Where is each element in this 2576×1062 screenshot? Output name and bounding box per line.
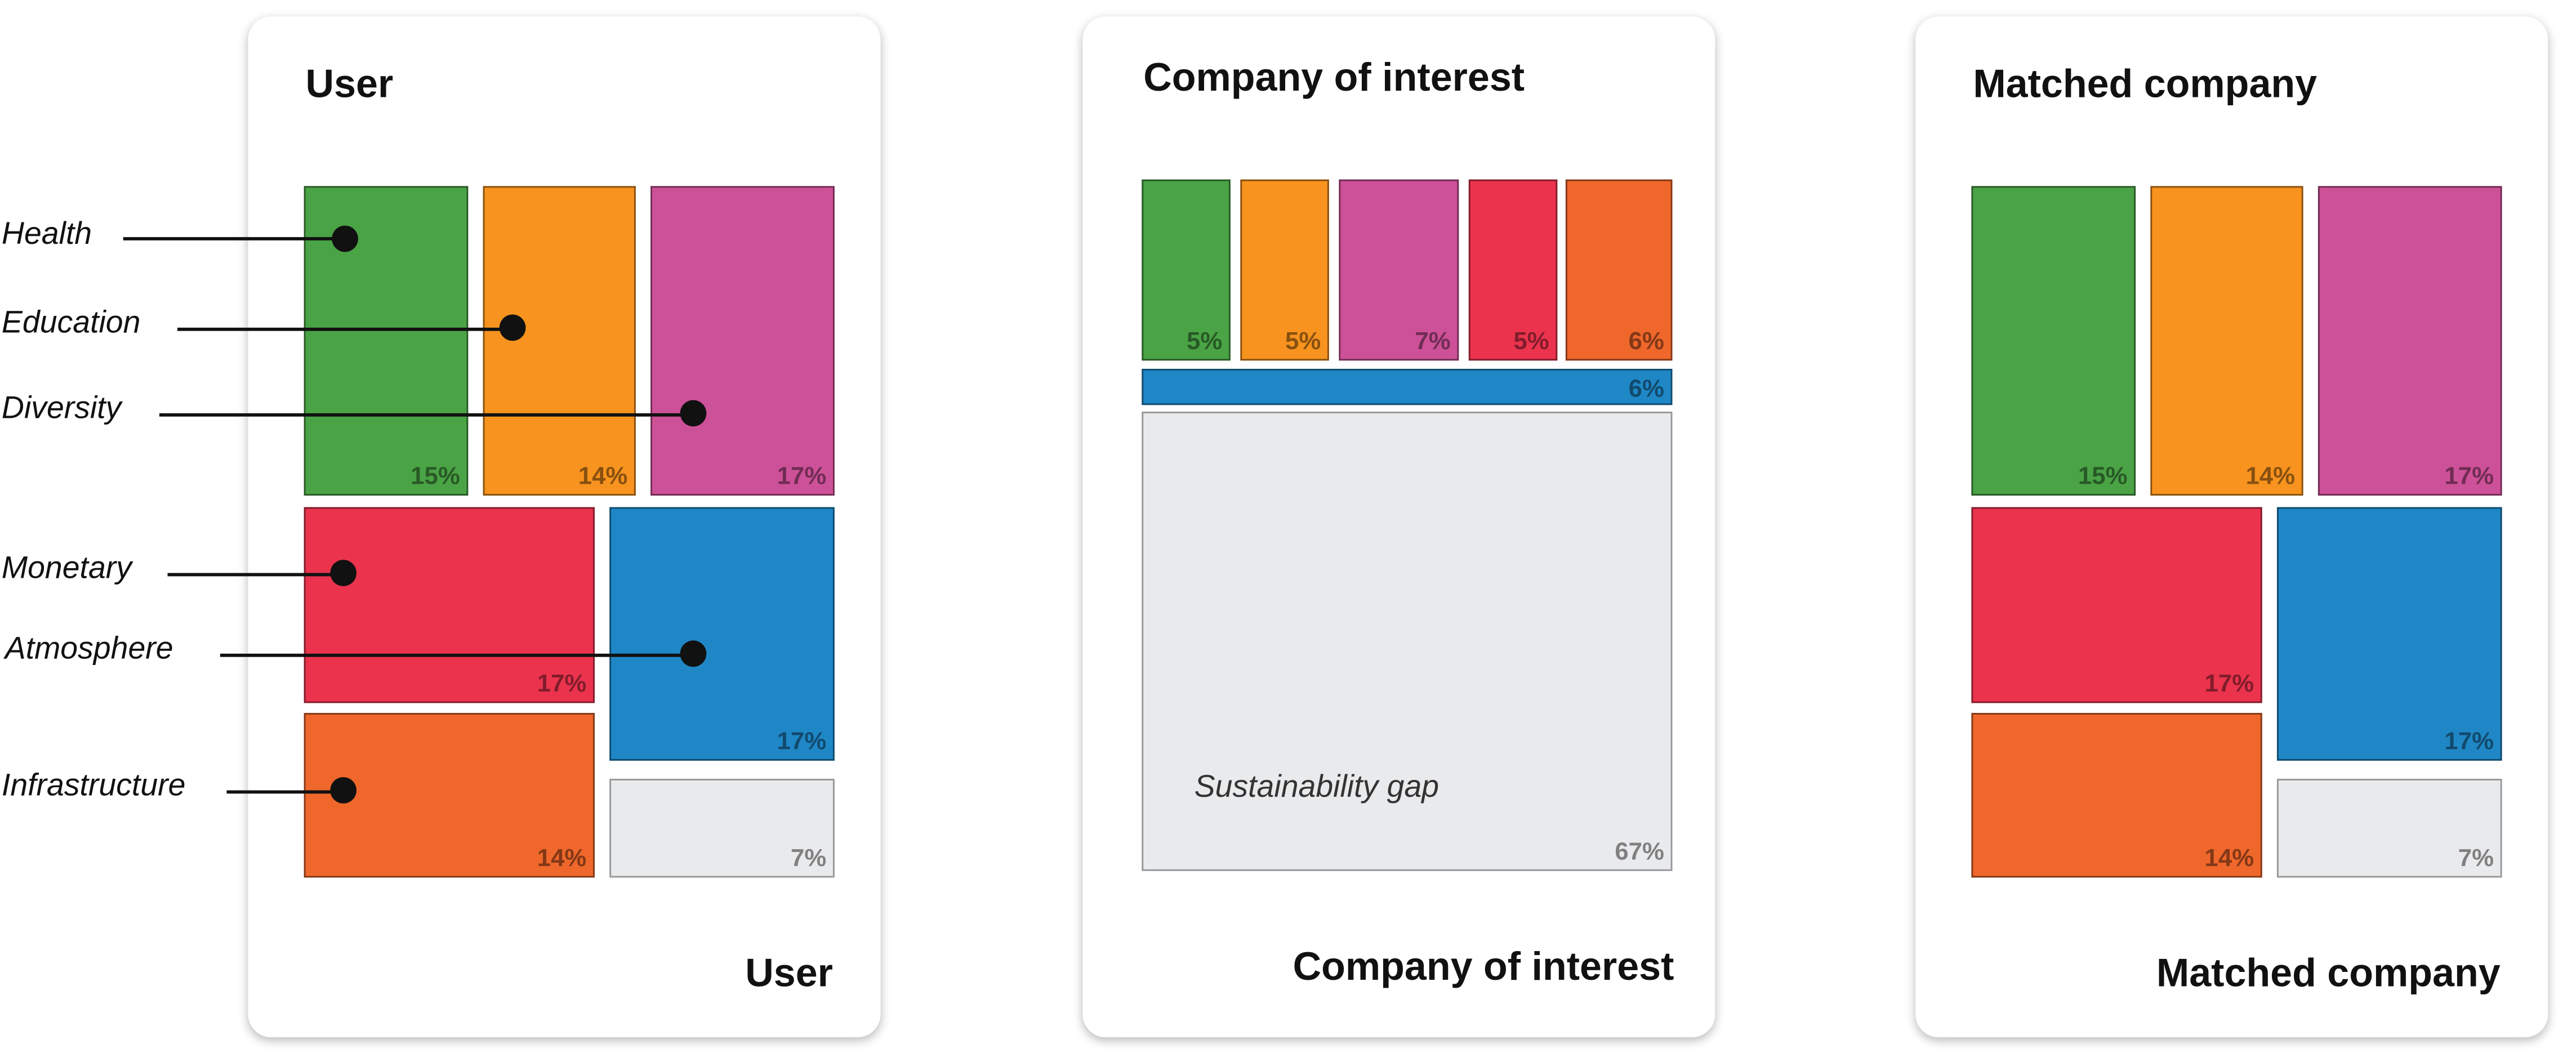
tile-percent: 7%: [2458, 845, 2494, 873]
tile-percent: 15%: [2078, 462, 2128, 491]
company-tile-diversity: 7%: [1339, 179, 1459, 361]
tile-percent: 17%: [2444, 462, 2494, 491]
user-card-title: User: [305, 63, 394, 108]
legend-atmosphere-label: Atmosphere: [5, 632, 173, 667]
legend-infrastructure-label: Infrastructure: [1, 769, 186, 804]
legend-monetary-dot: [330, 560, 356, 586]
legend-atmosphere-line: [220, 653, 693, 657]
user-tile-infrastructure: 14%: [304, 713, 595, 878]
tile-percent: 5%: [1285, 327, 1321, 356]
legend-atmosphere-dot: [680, 640, 707, 667]
matched-tile-diversity: 17%: [2317, 186, 2502, 496]
user-tile-diversity: 17%: [650, 186, 835, 496]
legend-monetary-line: [167, 573, 344, 577]
tile-percent: 6%: [1628, 327, 1664, 356]
user-tile-gap: 7%: [609, 779, 835, 878]
user-card-footer: User: [745, 952, 833, 997]
matched-tile-infrastructure: 14%: [1971, 713, 2262, 878]
tile-percent: 67%: [1615, 838, 1664, 867]
tile-percent: 17%: [537, 670, 587, 698]
tile-percent: 14%: [578, 462, 628, 491]
company-tile-health: 5%: [1142, 179, 1231, 361]
company-card-footer: Company of interest: [1293, 945, 1674, 990]
matched-tile-health: 15%: [1971, 186, 2136, 496]
matched-card-title: Matched company: [1973, 63, 2317, 108]
company-tile-atmosphere: 6%: [1142, 368, 1673, 405]
user-tile-health: 15%: [304, 186, 469, 496]
legend-health-label: Health: [1, 217, 92, 252]
legend-infrastructure-dot: [330, 777, 356, 804]
sustainability-gap-label: Sustainability gap: [1194, 770, 1439, 805]
legend-education-label: Education: [1, 306, 141, 341]
tile-percent: 17%: [777, 728, 827, 756]
company-card-title: Company of interest: [1143, 56, 1525, 101]
user-tile-monetary: 17%: [304, 507, 595, 703]
company-tile-gap: 67%: [1142, 412, 1673, 871]
tile-percent: 14%: [2204, 845, 2254, 873]
tile-percent: 5%: [1186, 327, 1223, 356]
company-tile-infrastructure: 6%: [1565, 179, 1673, 361]
matched-tile-gap: 7%: [2276, 779, 2502, 878]
tile-percent: 17%: [2204, 670, 2254, 698]
legend-health-line: [123, 237, 342, 240]
legend-diversity-line: [159, 413, 693, 417]
legend-health-dot: [332, 225, 358, 252]
tile-percent: 14%: [537, 845, 587, 873]
legend-education-line: [177, 327, 513, 331]
legend-monetary-label: Monetary: [1, 551, 132, 586]
company-tile-monetary: 5%: [1468, 179, 1558, 361]
matched-tile-monetary: 17%: [1971, 507, 2262, 703]
tile-percent: 15%: [411, 462, 460, 491]
matched-tile-education: 14%: [2150, 186, 2303, 496]
legend-diversity-label: Diversity: [1, 391, 122, 427]
user-tile-atmosphere: 17%: [609, 507, 835, 761]
tile-percent: 7%: [790, 845, 827, 873]
tile-percent: 17%: [777, 462, 827, 491]
legend-education-dot: [499, 314, 526, 341]
tile-percent: 14%: [2245, 462, 2296, 491]
tile-percent: 5%: [1513, 327, 1549, 356]
matched-tile-atmosphere: 17%: [2276, 507, 2502, 761]
tile-percent: 6%: [1628, 375, 1664, 404]
user-tile-education: 14%: [483, 186, 636, 496]
tile-percent: 7%: [1415, 327, 1451, 356]
legend-infrastructure-line: [226, 790, 344, 794]
tile-percent: 17%: [2444, 728, 2494, 756]
company-tile-education: 5%: [1240, 179, 1329, 361]
matched-card-footer: Matched company: [2156, 952, 2501, 997]
legend-diversity-dot: [680, 400, 707, 427]
